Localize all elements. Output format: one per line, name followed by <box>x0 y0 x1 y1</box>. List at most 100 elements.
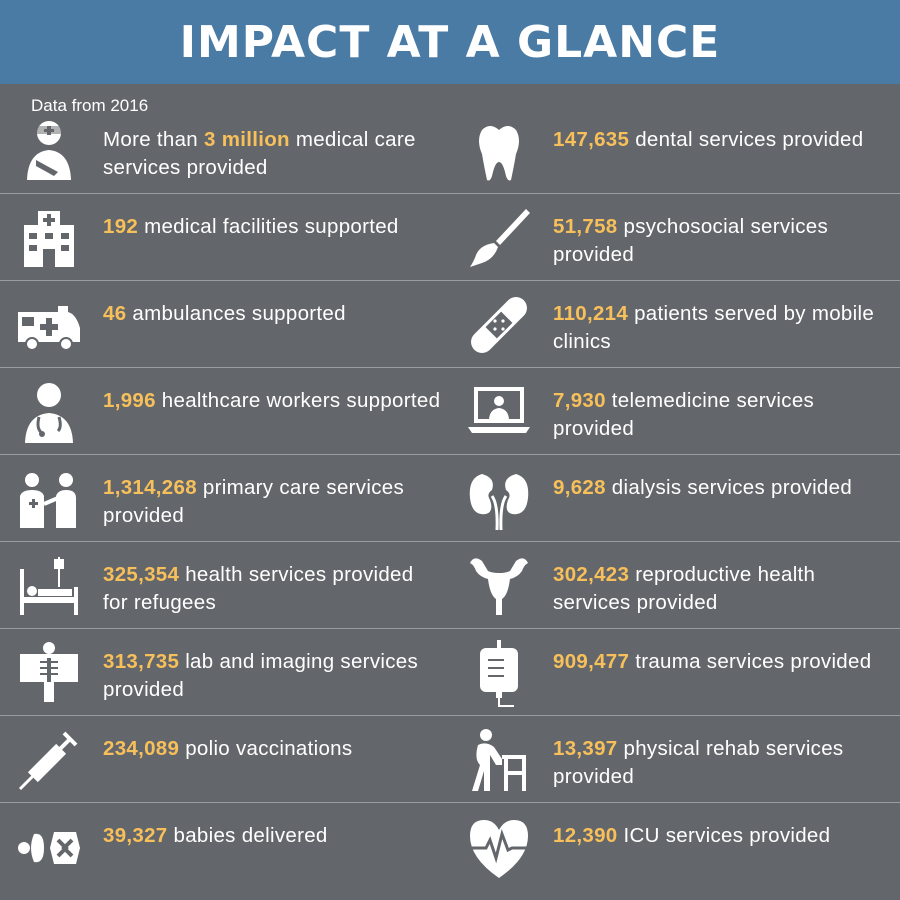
stat-text: 234,089 polio vaccinations <box>103 735 443 763</box>
stat-number: 302,423 <box>553 563 630 586</box>
row-divider <box>0 541 900 542</box>
stat-item: 147,635 dental services provided <box>450 108 900 195</box>
row-divider <box>0 367 900 368</box>
row-divider <box>0 628 900 629</box>
stat-text: 147,635 dental services provided <box>553 126 893 154</box>
stat-number: 325,354 <box>103 563 180 586</box>
stat-label: physical rehab services provided <box>553 737 844 788</box>
hospital-icon <box>14 203 84 273</box>
stat-number: 1,996 <box>103 389 156 412</box>
tooth-icon <box>464 116 534 186</box>
stat-number: 46 <box>103 302 127 325</box>
stat-label: ICU services provided <box>617 824 831 847</box>
stat-label: trauma services provided <box>629 650 872 673</box>
row-divider <box>0 280 900 281</box>
stat-number: 313,735 <box>103 650 180 673</box>
ambulance-icon <box>14 290 84 360</box>
stat-item: More than 3 million medical care service… <box>0 108 450 195</box>
kidneys-icon <box>464 464 534 534</box>
stat-text: 39,327 babies delivered <box>103 822 443 850</box>
stat-number: 51,758 <box>553 215 618 238</box>
stat-item: 39,327 babies delivered <box>0 804 450 891</box>
stat-item: 110,214 patients served by mobile clinic… <box>450 282 900 369</box>
doctor-icon <box>14 377 84 447</box>
stat-text: 46 ambulances supported <box>103 300 443 328</box>
stat-prefix: More than <box>103 128 204 151</box>
page-title: IMPACT AT A GLANCE <box>179 16 721 68</box>
hospital-bed-icon <box>14 551 84 621</box>
stat-number: 13,397 <box>553 737 618 760</box>
baby-delivery-icon <box>14 812 84 882</box>
stat-label: reproductive health services provided <box>553 563 816 614</box>
row-divider <box>0 193 900 194</box>
stat-label: dialysis services provided <box>605 476 853 499</box>
heart-pulse-icon <box>464 812 534 882</box>
stat-label: patients served by mobile clinics <box>553 302 875 353</box>
stat-label: primary care services provided <box>103 476 404 527</box>
paintbrush-icon <box>464 203 534 273</box>
xray-icon <box>14 638 84 708</box>
stat-item: 1,314,268 primary care services provided <box>0 456 450 543</box>
stat-label: lab and imaging services provided <box>103 650 419 701</box>
stat-item: 46 ambulances supported <box>0 282 450 369</box>
stat-label: dental services provided <box>629 128 864 151</box>
stat-number: 3 million <box>204 128 290 151</box>
stat-label: medical facilities supported <box>138 215 399 238</box>
stat-number: 12,390 <box>553 824 618 847</box>
stat-label: babies delivered <box>167 824 328 847</box>
stat-item: 325,354 health services provided for ref… <box>0 543 450 630</box>
syringe-icon <box>14 725 84 795</box>
stat-label: healthcare workers supported <box>155 389 441 412</box>
stat-item: 313,735 lab and imaging services provide… <box>0 630 450 717</box>
row-divider <box>0 454 900 455</box>
laptop-doctor-icon <box>464 377 534 447</box>
stat-item: 302,423 reproductive health services pro… <box>450 543 900 630</box>
stat-number: 909,477 <box>553 650 630 673</box>
stat-number: 1,314,268 <box>103 476 197 499</box>
stat-item: 7,930 telemedicine services provided <box>450 369 900 456</box>
stat-text: 110,214 patients served by mobile clinic… <box>553 300 893 356</box>
stat-label: ambulances supported <box>126 302 346 325</box>
stat-text: 302,423 reproductive health services pro… <box>553 561 893 617</box>
stat-item: 51,758 psychosocial services provided <box>450 195 900 282</box>
walker-icon <box>464 725 534 795</box>
stat-label: psychosocial services provided <box>553 215 829 266</box>
stat-number: 234,089 <box>103 737 180 760</box>
stat-text: 51,758 psychosocial services provided <box>553 213 893 269</box>
stat-number: 7,930 <box>553 389 606 412</box>
stat-text: 325,354 health services provided for ref… <box>103 561 443 617</box>
bandage-icon <box>464 290 534 360</box>
stat-item: 234,089 polio vaccinations <box>0 717 450 804</box>
stat-text: 192 medical facilities supported <box>103 213 443 241</box>
doctor-patient-icon <box>14 464 84 534</box>
stat-item: 13,397 physical rehab services provided <box>450 717 900 804</box>
stat-text: 13,397 physical rehab services provided <box>553 735 893 791</box>
stat-number: 9,628 <box>553 476 606 499</box>
stat-item: 9,628 dialysis services provided <box>450 456 900 543</box>
stat-number: 39,327 <box>103 824 168 847</box>
stat-item: 1,996 healthcare workers supported <box>0 369 450 456</box>
uterus-icon <box>464 551 534 621</box>
stat-text: 1,314,268 primary care services provided <box>103 474 443 530</box>
stat-number: 110,214 <box>553 302 629 325</box>
stat-text: 313,735 lab and imaging services provide… <box>103 648 443 704</box>
stat-text: 7,930 telemedicine services provided <box>553 387 893 443</box>
stat-text: 12,390 ICU services provided <box>553 822 893 850</box>
header-banner: IMPACT AT A GLANCE <box>0 0 900 84</box>
stat-number: 147,635 <box>553 128 630 151</box>
row-divider <box>0 715 900 716</box>
row-divider <box>0 802 900 803</box>
data-year-note: Data from 2016 <box>31 96 149 115</box>
stat-text: 909,477 trauma services provided <box>553 648 893 676</box>
stat-label: medical care services provided <box>103 128 416 179</box>
stat-text: 9,628 dialysis services provided <box>553 474 893 502</box>
stat-number: 192 <box>103 215 139 238</box>
stat-item: 192 medical facilities supported <box>0 195 450 282</box>
stat-text: 1,996 healthcare workers supported <box>103 387 443 415</box>
stat-label: polio vaccinations <box>179 737 353 760</box>
stat-item: 12,390 ICU services provided <box>450 804 900 891</box>
stat-text: More than 3 million medical care service… <box>103 126 443 182</box>
stat-label: health services provided for refugees <box>103 563 414 614</box>
stat-label: telemedicine services provided <box>553 389 815 440</box>
iv-bag-icon <box>464 638 534 708</box>
